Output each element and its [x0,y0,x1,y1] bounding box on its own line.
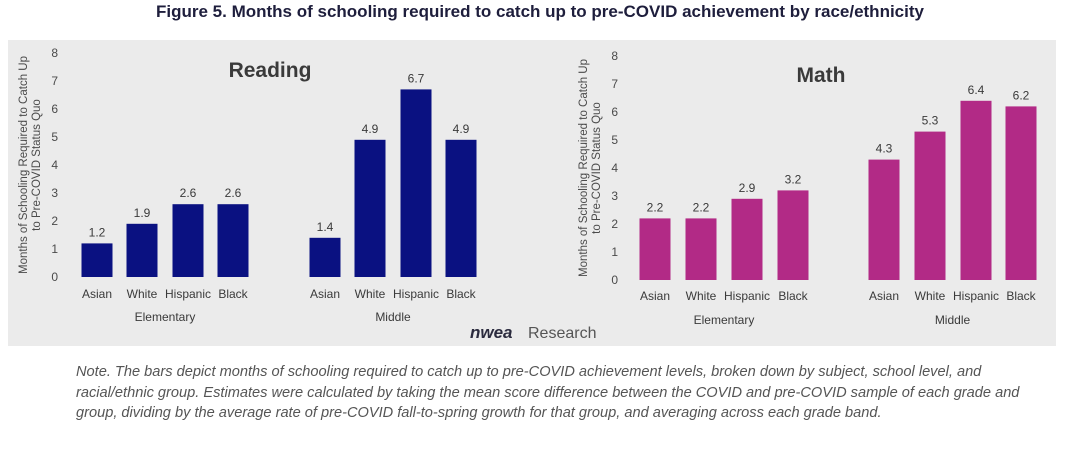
bar-reading-middle-black [445,139,477,277]
data-label: 6.7 [408,71,425,85]
data-label: 1.4 [317,220,334,234]
category-label: Hispanic [393,287,439,301]
bar-reading-elementary-hispanic [172,204,204,277]
category-label: Black [446,287,476,301]
data-label: 2.6 [225,186,242,200]
bar-reading-middle-asian [309,237,341,277]
group-label: Elementary [135,310,196,324]
y-tick-label: 4 [611,161,618,175]
data-label: 3.2 [785,172,802,186]
y-axis-title-reading: Months of Schooling Required to Catch Up… [18,56,43,274]
y-tick-label: 8 [611,49,618,63]
y-tick-label: 5 [611,133,618,147]
y-axis-title-math: Months of Schooling Required to Catch Up… [578,59,603,277]
y-tick-label: 6 [611,105,618,119]
category-label: White [127,287,158,301]
y-tick-label: 2 [611,217,618,231]
bar-math-middle-hispanic [960,100,992,280]
bar-math-middle-white [914,131,946,280]
category-label: Hispanic [953,289,999,303]
y-tick-label: 7 [51,74,58,88]
category-label: Black [778,289,808,303]
data-label: 6.4 [968,83,985,97]
bar-reading-elementary-asian [81,243,113,277]
chart-title-reading: Reading [229,59,312,82]
data-label: 1.9 [134,206,151,220]
category-label: Hispanic [165,287,211,301]
bar-math-middle-black [1005,106,1037,281]
category-label: White [686,289,717,303]
group-label: Elementary [694,313,755,327]
bar-math-middle-asian [868,159,900,280]
bar-reading-middle-white [354,139,386,277]
y-tick-label: 3 [51,186,58,200]
y-tick-label: 3 [611,189,618,203]
category-label: Black [218,287,248,301]
y-tick-label: 5 [51,130,58,144]
group-label: Middle [375,310,411,324]
data-label: 4.3 [876,142,893,156]
y-tick-label: 6 [51,102,58,116]
category-label: Asian [310,287,340,301]
nwea-logo: nwea [470,323,513,342]
data-label: 4.9 [362,122,379,136]
category-label: Hispanic [724,289,770,303]
bar-math-elementary-asian [639,218,671,280]
y-axis-title-line: Months of Schooling Required to Catch Up [18,56,30,274]
bar-math-elementary-black [777,190,809,280]
category-label: White [915,289,946,303]
figure-note: Note. The bars depict months of schoolin… [76,364,1020,421]
data-label: 1.2 [89,225,106,239]
y-tick-label: 4 [51,158,58,172]
data-label: 2.2 [647,200,664,214]
data-label: 4.9 [453,122,470,136]
y-tick-label: 8 [51,46,58,60]
category-label: White [355,287,386,301]
y-axis-title-line: to Pre-COVID Status Quo [31,99,43,231]
y-tick-label: 0 [611,273,618,287]
y-tick-label: 0 [51,270,58,284]
y-tick-label: 1 [51,242,58,256]
bar-reading-middle-hispanic [400,89,432,278]
group-label: Middle [935,313,971,327]
research-label: Research [528,325,596,342]
bar-reading-elementary-white [126,223,158,277]
y-axis-title-line: to Pre-COVID Status Quo [591,102,603,234]
category-label: Black [1006,289,1036,303]
y-tick-label: 2 [51,214,58,228]
bar-math-elementary-white [685,218,717,280]
data-label: 2.6 [180,186,197,200]
category-label: Asian [640,289,670,303]
y-tick-label: 7 [611,77,618,91]
data-label: 5.3 [922,114,939,128]
bar-reading-elementary-black [217,204,249,277]
category-label: Asian [82,287,112,301]
data-label: 6.2 [1013,88,1030,102]
data-label: 2.2 [693,200,710,214]
chart-title-math: Math [797,64,846,87]
category-label: Asian [869,289,899,303]
figure-title: Figure 5. Months of schooling required t… [156,2,924,21]
y-tick-label: 1 [611,245,618,259]
data-label: 2.9 [739,181,756,195]
y-axis-title-line: Months of Schooling Required to Catch Up [578,59,590,277]
bar-math-elementary-hispanic [731,198,763,280]
